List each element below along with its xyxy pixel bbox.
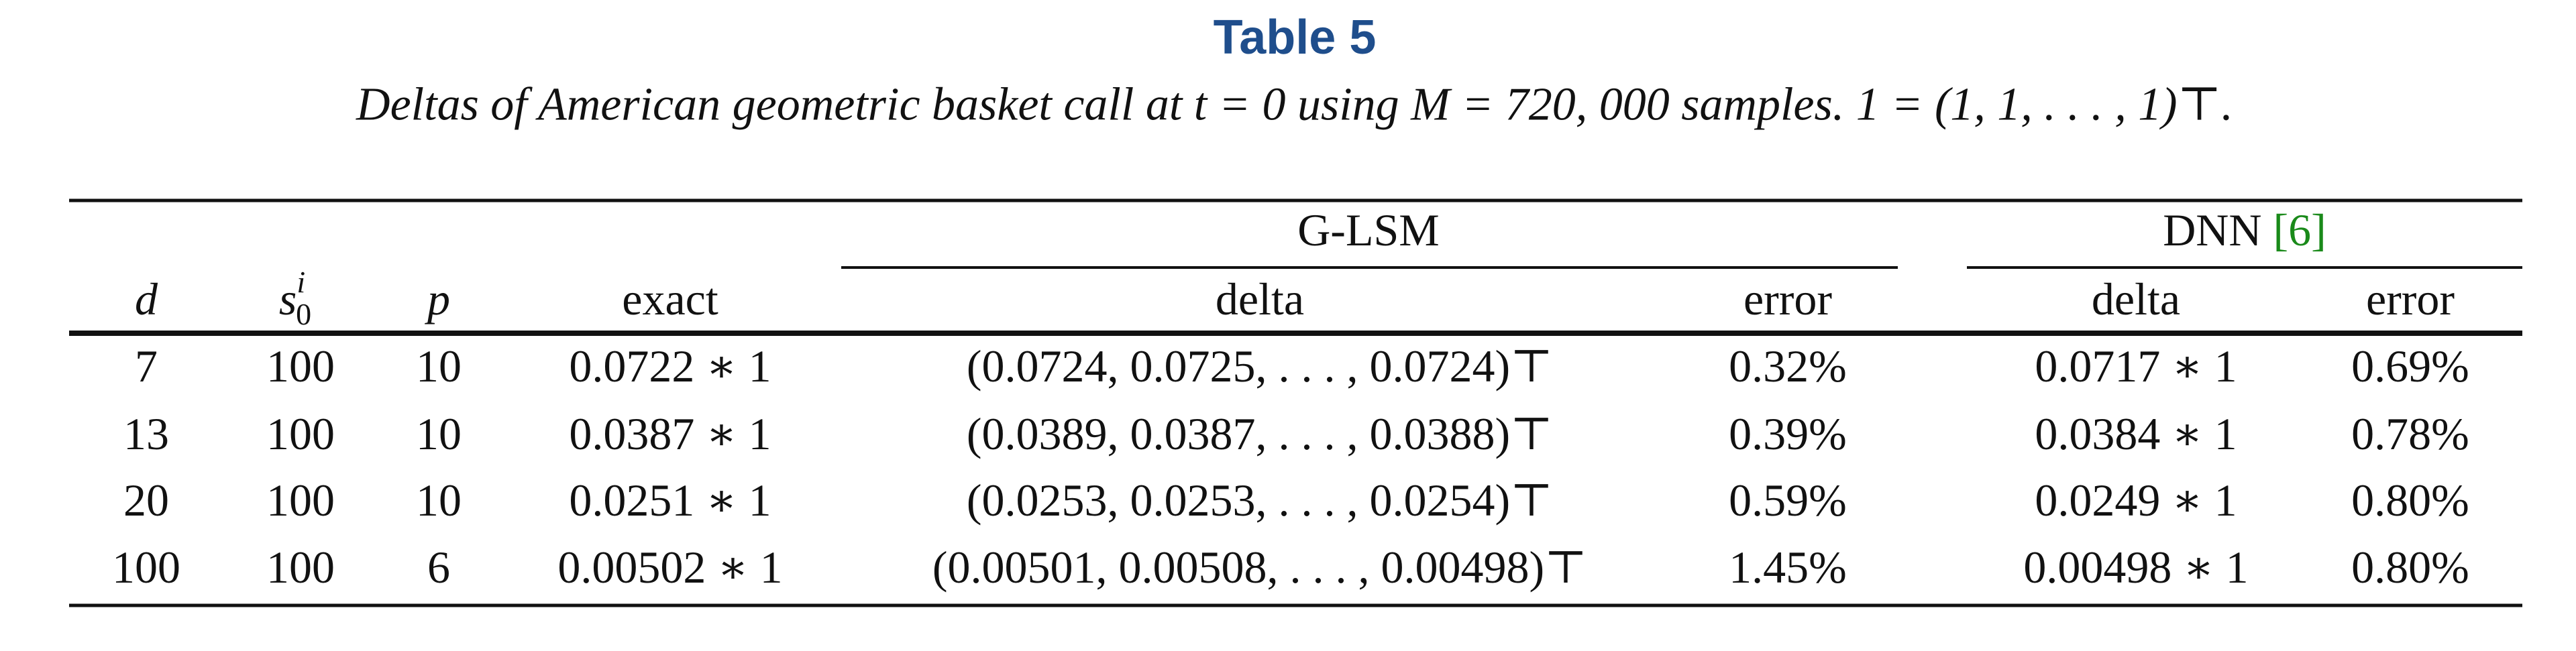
column-header: exact (622, 274, 718, 324)
table-cell: 0.69% (2351, 341, 2469, 392)
table-cell: 0.00502 ∗ 1 (557, 542, 782, 593)
table-cell: 0.0384 ∗ 1 (2035, 408, 2237, 459)
subscript: 0 (296, 297, 311, 331)
table-cell: 100 (266, 475, 335, 526)
group-header: DNN [6] (2163, 204, 2326, 255)
table-cell: 0.0717 ∗ 1 (2035, 341, 2237, 392)
table-cell: 6 (427, 542, 450, 593)
table-cell: 100 (112, 542, 180, 593)
table-cell: 0.32% (1729, 341, 1847, 392)
table-cell: 0.80% (2351, 542, 2469, 593)
column-header: si 0 (279, 265, 311, 331)
column-header: delta (2092, 274, 2180, 324)
table-cell: 100 (266, 542, 335, 593)
table-cell: 0.59% (1729, 475, 1847, 526)
table-cell: 0.00498 ∗ 1 (2023, 542, 2248, 593)
table-cell: 0.0251 ∗ 1 (569, 475, 771, 526)
column-header: error (1743, 274, 1832, 324)
symbol: s (279, 274, 297, 324)
table-cell: 7 (135, 341, 158, 392)
table-cell: 0.0249 ∗ 1 (2035, 475, 2237, 526)
table-title: Table 5 (1214, 11, 1377, 64)
table-cell: 0.39% (1729, 408, 1847, 459)
superscript: i (297, 265, 305, 299)
column-header: delta (1216, 274, 1304, 324)
table-cell: 0.78% (2351, 408, 2469, 459)
column-header: error (2366, 274, 2455, 324)
citation: [6] (2273, 204, 2326, 255)
table-cell: 0.0722 ∗ 1 (569, 341, 771, 392)
table-cell: 13 (123, 408, 169, 459)
table-cell: (0.0724, 0.0725, . . . , 0.0724)⊤ (967, 341, 1553, 392)
table-cell: 1.45% (1729, 542, 1847, 593)
table-caption: Deltas of American geometric basket call… (356, 79, 2233, 131)
group-header: G-LSM (1297, 204, 1440, 255)
group-label: DNN (2163, 204, 2261, 255)
column-header: d (135, 274, 158, 324)
table-cell: 10 (416, 475, 462, 526)
table-cell: 100 (266, 408, 335, 459)
table-cell: 100 (266, 341, 335, 392)
table-cell: 0.80% (2351, 475, 2469, 526)
column-header: p (425, 274, 450, 324)
table-cell: 20 (123, 475, 169, 526)
table-cell: 0.0387 ∗ 1 (569, 408, 771, 459)
table-cell: (0.0389, 0.0387, . . . , 0.0388)⊤ (967, 408, 1553, 459)
table-cell: (0.00501, 0.00508, . . . , 0.00498)⊤ (932, 542, 1587, 593)
table-cell: 10 (416, 408, 462, 459)
table-cell: 10 (416, 341, 462, 392)
table-cell: (0.0253, 0.0253, . . . , 0.0254)⊤ (967, 475, 1553, 526)
